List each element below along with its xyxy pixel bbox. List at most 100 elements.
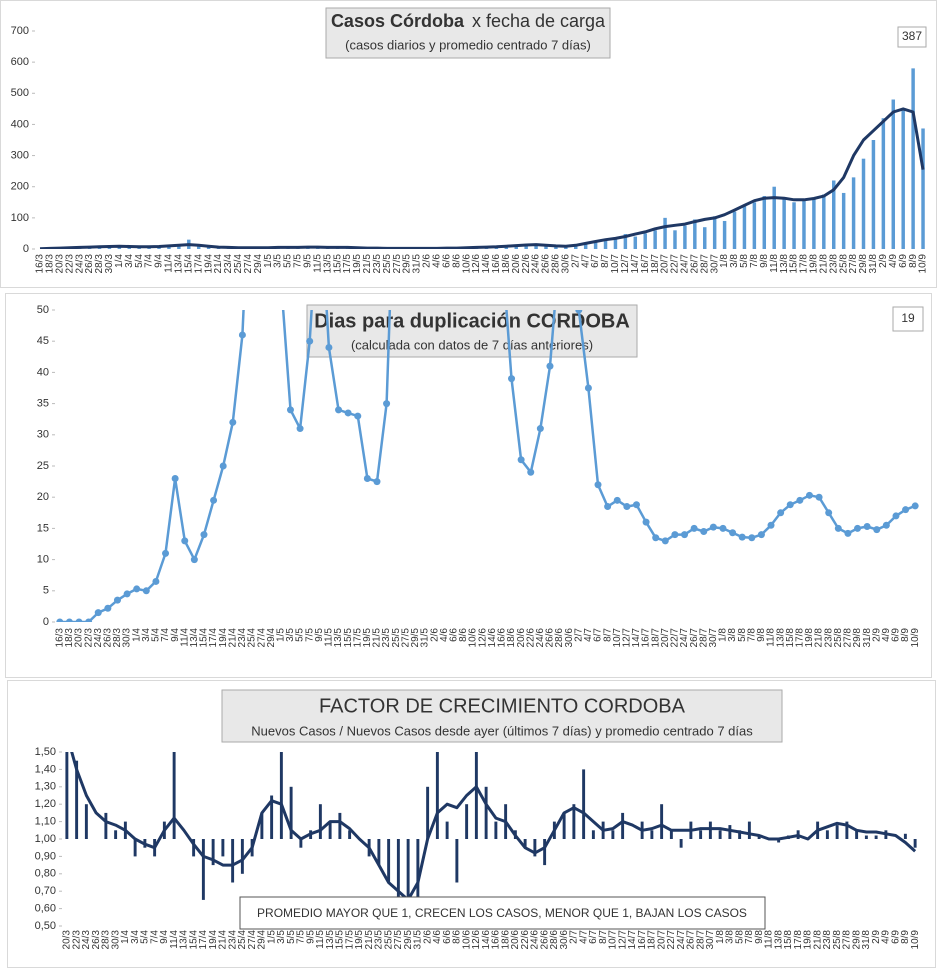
bar xyxy=(669,830,673,839)
x-tick-label: 26/6 xyxy=(545,628,556,648)
x-tick-label: 27/4 xyxy=(243,254,254,274)
x-tick-label: 2/9 xyxy=(871,628,882,642)
x-tick-label: 21/5 xyxy=(372,628,383,648)
x-tick-label: 27/5 xyxy=(392,254,403,274)
bar xyxy=(603,240,608,249)
x-tick-label: 30/7 xyxy=(708,628,719,648)
x-tick-label: 5/4 xyxy=(140,930,151,944)
bar xyxy=(777,839,781,843)
x-tick-label: 25/5 xyxy=(382,254,393,274)
x-tick-label: 22/7 xyxy=(670,254,681,274)
x-tick-label: 10/6 xyxy=(461,254,472,274)
bar xyxy=(338,812,342,839)
bar xyxy=(699,830,703,839)
x-tick-label: 18/6 xyxy=(500,930,511,950)
marker xyxy=(719,524,727,532)
bar xyxy=(206,246,211,249)
bar xyxy=(523,839,527,848)
x-tick-label: 30/6 xyxy=(564,628,575,648)
x-tick-label: 7/8 xyxy=(744,930,755,944)
x-tick-label: 13/8 xyxy=(775,628,786,648)
bar xyxy=(881,118,886,249)
marker xyxy=(777,509,785,517)
x-tick-label: 1/8 xyxy=(715,930,726,944)
x-tick-label: 27/4 xyxy=(247,930,258,950)
bar xyxy=(544,245,548,249)
marker xyxy=(584,384,592,392)
marker xyxy=(75,618,83,622)
x-tick-label: 25/8 xyxy=(833,628,844,648)
bar xyxy=(623,234,628,249)
bar xyxy=(653,230,657,249)
x-tick-label: 11/5 xyxy=(315,930,326,949)
x-tick-label: 14/7 xyxy=(627,930,638,950)
x-tick-label: 15/5 xyxy=(343,628,354,648)
bar xyxy=(455,839,459,883)
x-tick-label: 30/7 xyxy=(709,254,720,274)
x-tick-label: 20/7 xyxy=(656,930,667,950)
marker xyxy=(219,462,227,470)
x-tick-label: 15/8 xyxy=(783,930,794,950)
x-tick-label: 28/7 xyxy=(699,254,710,274)
bar xyxy=(712,216,717,249)
marker xyxy=(325,343,333,351)
x-tick-label: 6/7 xyxy=(593,628,604,642)
x-tick-label: 22/6 xyxy=(520,930,531,950)
x-tick-label: 11/5 xyxy=(324,628,335,647)
y-tick-label: 15 xyxy=(37,522,49,534)
x-tick-label: 15/4 xyxy=(183,254,194,274)
y-tick-label: 1,00 xyxy=(35,833,56,845)
bar xyxy=(757,835,761,839)
x-tick-label: 7/4 xyxy=(149,930,160,944)
x-tick-label: 19/4 xyxy=(208,930,219,950)
y-tick-label: 0,50 xyxy=(35,920,56,932)
x-tick-label: 25/4 xyxy=(237,930,248,950)
x-tick-label: 5/5 xyxy=(283,254,294,268)
bar xyxy=(196,245,201,249)
x-tick-label: 13/5 xyxy=(322,254,333,274)
x-tick-label: 8/6 xyxy=(458,628,469,642)
x-tick-label: 24/7 xyxy=(680,254,691,274)
marker xyxy=(882,521,890,529)
x-tick-label: 26/7 xyxy=(689,628,700,648)
x-tick-label: 18/6 xyxy=(506,628,517,648)
y-tick-label: 0,60 xyxy=(35,903,56,915)
marker xyxy=(536,425,544,433)
x-tick-label: 1/8 xyxy=(719,254,730,268)
x-tick-label: 17/4 xyxy=(198,930,209,950)
x-tick-label: 18/3 xyxy=(45,254,56,274)
y-tick-label: 35 xyxy=(37,398,49,410)
x-tick-label: 8/9 xyxy=(900,930,911,944)
x-tick-label: 27/8 xyxy=(848,254,859,274)
bar xyxy=(861,158,866,249)
bar xyxy=(348,830,352,839)
x-tick-label: 31/8 xyxy=(862,628,873,648)
x-tick-label: 29/4 xyxy=(266,628,277,648)
bar xyxy=(582,769,586,839)
marker xyxy=(863,523,871,531)
x-tick-label: 17/5 xyxy=(342,254,353,274)
x-tick-label: 6/7 xyxy=(590,254,601,268)
marker xyxy=(200,531,208,539)
marker xyxy=(238,331,246,339)
x-tick-label: 8/6 xyxy=(452,930,463,944)
bar xyxy=(772,186,776,249)
bar xyxy=(835,825,839,839)
bar xyxy=(660,804,664,839)
x-tick-label: 30/7 xyxy=(705,930,716,950)
x-tick-label: 22/3 xyxy=(64,254,75,274)
x-tick-label: 28/3 xyxy=(101,930,112,950)
marker xyxy=(709,523,717,531)
plot xyxy=(56,310,919,622)
x-tick-label: 17/8 xyxy=(793,930,804,950)
marker xyxy=(190,556,198,564)
y-tick-label: 25 xyxy=(37,460,49,472)
x-tick-label: 15/5 xyxy=(335,930,346,950)
x-tick-label: 29/8 xyxy=(851,930,862,950)
x-tick-label: 31/8 xyxy=(861,930,872,950)
bar xyxy=(643,233,647,249)
x-tick-label: 28/6 xyxy=(551,254,562,274)
x-tick-label: 29/5 xyxy=(402,254,413,274)
x-tick-label: 8/9 xyxy=(908,254,919,268)
line xyxy=(39,107,925,249)
